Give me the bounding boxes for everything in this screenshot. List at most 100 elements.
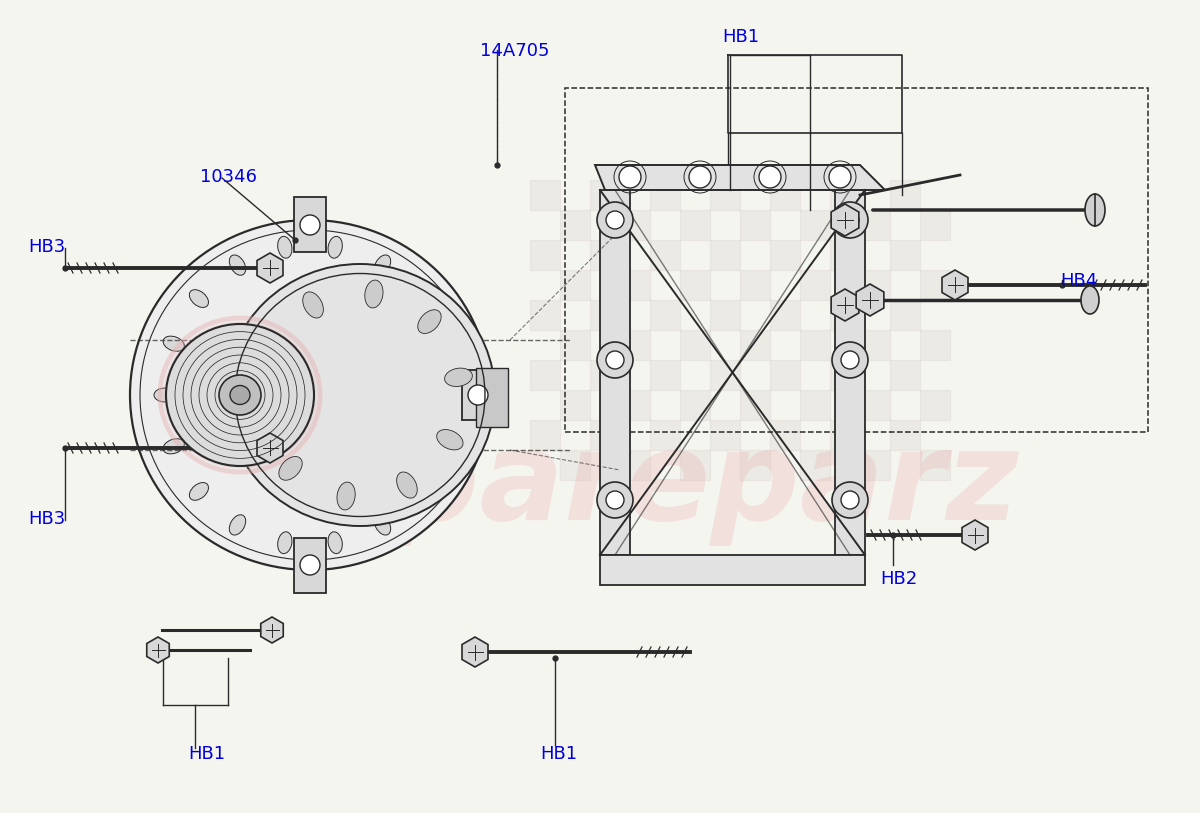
Bar (830, 240, 860, 270)
Circle shape (832, 202, 868, 238)
Bar (530, 240, 560, 270)
Bar (590, 420, 620, 450)
Bar (560, 330, 590, 360)
Bar (565, 88, 1148, 432)
Ellipse shape (230, 385, 250, 405)
Text: 14A705: 14A705 (480, 42, 550, 60)
Bar (890, 420, 920, 450)
Polygon shape (832, 204, 859, 236)
Bar (860, 450, 890, 480)
Ellipse shape (436, 336, 457, 351)
Text: HB3: HB3 (28, 238, 65, 256)
Bar (620, 210, 650, 240)
Circle shape (606, 491, 624, 509)
Ellipse shape (229, 515, 246, 535)
Circle shape (832, 482, 868, 518)
Ellipse shape (302, 292, 323, 318)
Bar (860, 270, 890, 300)
Circle shape (468, 385, 488, 405)
Bar (770, 360, 800, 390)
Polygon shape (856, 284, 884, 316)
Bar (650, 420, 680, 450)
Circle shape (619, 166, 641, 188)
Ellipse shape (257, 340, 283, 360)
Bar (590, 180, 620, 210)
Ellipse shape (226, 264, 496, 526)
Polygon shape (600, 190, 630, 555)
Polygon shape (257, 433, 283, 463)
Circle shape (598, 342, 634, 378)
Bar (680, 390, 710, 420)
Bar (590, 240, 620, 270)
Bar (560, 450, 590, 480)
Bar (620, 390, 650, 420)
Ellipse shape (190, 289, 209, 307)
Bar (920, 270, 950, 300)
Ellipse shape (437, 429, 463, 450)
Bar (680, 270, 710, 300)
Bar (710, 240, 740, 270)
Polygon shape (146, 637, 169, 663)
Ellipse shape (365, 280, 383, 308)
Bar (800, 330, 830, 360)
Bar (680, 210, 710, 240)
Polygon shape (462, 637, 488, 667)
Bar (680, 330, 710, 360)
Polygon shape (462, 370, 494, 420)
Bar (620, 330, 650, 360)
Circle shape (760, 166, 781, 188)
Bar (800, 450, 830, 480)
Polygon shape (257, 253, 283, 283)
Bar (860, 390, 890, 420)
Bar (890, 180, 920, 210)
Bar (590, 360, 620, 390)
Polygon shape (260, 617, 283, 643)
Bar (710, 360, 740, 390)
Circle shape (841, 211, 859, 229)
Ellipse shape (278, 457, 302, 480)
Ellipse shape (163, 336, 185, 351)
Ellipse shape (220, 375, 262, 415)
Bar (770, 240, 800, 270)
Bar (800, 270, 830, 300)
Bar (920, 330, 950, 360)
Ellipse shape (154, 388, 176, 402)
Ellipse shape (166, 324, 314, 466)
Text: Spareparz: Spareparz (300, 425, 1019, 546)
Ellipse shape (247, 403, 275, 422)
Bar (560, 390, 590, 420)
Bar (740, 210, 770, 240)
Polygon shape (600, 555, 865, 585)
Bar (860, 210, 890, 240)
Text: HB2: HB2 (880, 570, 917, 588)
Bar (830, 360, 860, 390)
Polygon shape (962, 520, 988, 550)
Ellipse shape (130, 220, 490, 570)
Bar (740, 330, 770, 360)
Bar (860, 330, 890, 360)
Bar (530, 300, 560, 330)
Bar (830, 180, 860, 210)
Bar (560, 270, 590, 300)
Ellipse shape (444, 388, 466, 402)
Text: HB1: HB1 (540, 745, 577, 763)
Bar (740, 450, 770, 480)
Bar (920, 450, 950, 480)
Bar (770, 420, 800, 450)
Bar (830, 300, 860, 330)
Bar (650, 180, 680, 210)
Bar (920, 390, 950, 420)
Ellipse shape (328, 237, 342, 259)
Ellipse shape (374, 515, 391, 535)
Bar (740, 270, 770, 300)
Bar (890, 240, 920, 270)
Bar (530, 180, 560, 210)
Bar (800, 390, 830, 420)
Ellipse shape (163, 439, 185, 454)
Circle shape (832, 342, 868, 378)
Polygon shape (294, 198, 326, 253)
Ellipse shape (397, 472, 418, 498)
Polygon shape (832, 289, 859, 321)
Polygon shape (595, 165, 886, 190)
Bar (530, 420, 560, 450)
